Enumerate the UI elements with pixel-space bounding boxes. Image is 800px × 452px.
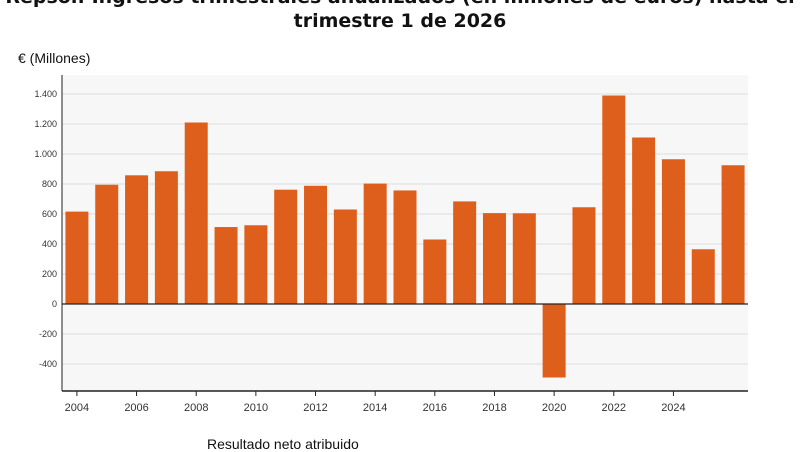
bar <box>393 190 417 304</box>
bar <box>632 137 656 304</box>
x-tick-label: 2016 <box>423 402 447 414</box>
bar <box>453 201 477 304</box>
bar <box>65 211 89 304</box>
x-tick-label: 2022 <box>602 402 626 414</box>
bars <box>65 95 745 378</box>
axes <box>61 75 748 392</box>
x-tick-label: 2014 <box>363 402 387 414</box>
bar <box>95 184 119 304</box>
chart-title-line-1: Repsol: Ingresos trimestrales anualizado… <box>0 0 800 8</box>
chart-title-line-2: trimestre 1 de 2026 <box>293 10 507 32</box>
legend-series-label: Resultado neto atribuido <box>207 436 359 452</box>
bar <box>423 239 447 304</box>
bar <box>244 225 268 304</box>
x-tick-label: 2004 <box>65 402 89 414</box>
x-tick-label: 2020 <box>542 402 566 414</box>
y-tick-labels: -400 -200 0 200 400 600 800 1.000 1.200 1.400 <box>34 89 57 369</box>
x-tick-label: 2010 <box>244 402 268 414</box>
bar <box>304 185 328 304</box>
y-tick-label: 1.200 <box>34 119 57 129</box>
bar <box>274 189 298 304</box>
y-tick-label: -200 <box>39 329 57 339</box>
y-tick-label: 800 <box>42 179 57 189</box>
bar <box>482 213 506 304</box>
bar <box>214 227 238 304</box>
y-tick-label: 0 <box>52 299 57 309</box>
y-tick-label: -400 <box>39 359 57 369</box>
x-tick-labels: 2004 2006 2008 2010 2012 2014 2016 2018 2020 2022… <box>65 391 686 414</box>
bar <box>512 213 536 304</box>
bar <box>602 95 626 304</box>
x-tick-label: 2024 <box>661 402 685 414</box>
y-tick-label: 600 <box>42 209 57 219</box>
bar <box>363 183 387 304</box>
bar <box>184 122 208 304</box>
bar <box>542 304 566 378</box>
x-tick-label: 2006 <box>124 402 148 414</box>
bar <box>125 175 149 304</box>
x-tick-label: 2008 <box>184 402 208 414</box>
bar <box>333 209 357 304</box>
bar <box>572 207 596 304</box>
y-axis-unit-label: € (Millones) <box>18 50 91 66</box>
x-tick-label: 2018 <box>482 402 506 414</box>
y-tick-label: 200 <box>42 269 57 279</box>
y-tick-label: 1.000 <box>34 149 57 159</box>
bar <box>721 165 745 304</box>
x-tick-label: 2012 <box>303 402 327 414</box>
bar <box>691 249 715 304</box>
y-tick-label: 1.400 <box>34 89 57 99</box>
bar <box>154 171 178 304</box>
y-tick-label: 400 <box>42 239 57 249</box>
bar <box>661 159 685 304</box>
